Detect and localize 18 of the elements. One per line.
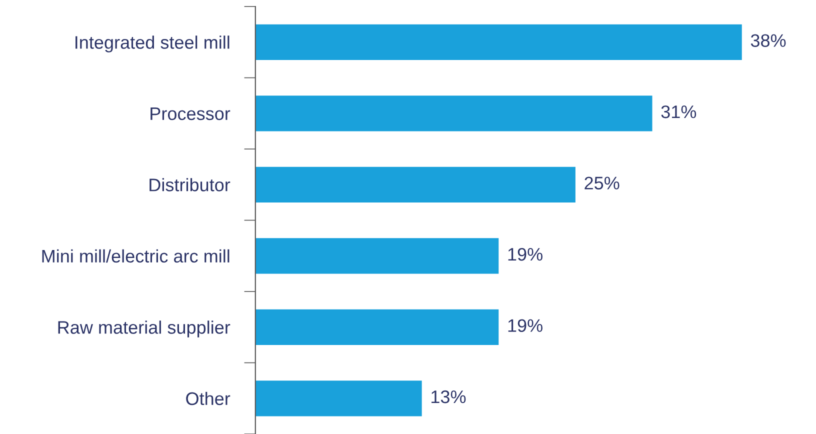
data-label: 19% — [508, 248, 542, 261]
y-tick-label: Processor — [150, 108, 230, 120]
data-label: 31% — [661, 105, 696, 118]
y-tick-label: Mini mill/electric arc mill — [42, 249, 230, 263]
bar — [255, 238, 499, 274]
bar — [255, 309, 499, 345]
y-tick-label: Raw material supplier — [58, 320, 230, 338]
bar — [255, 380, 422, 416]
y-tick-label: Other — [186, 392, 230, 406]
data-label: 19% — [508, 319, 542, 332]
bar — [255, 24, 742, 60]
bar — [255, 96, 652, 132]
data-label: 38% — [750, 34, 786, 47]
bar — [255, 166, 576, 202]
y-tick-label: Distributor — [150, 178, 230, 192]
data-label: 13% — [432, 390, 466, 404]
data-label: 25% — [584, 176, 620, 190]
y-tick-label: Integrated steel mill — [76, 36, 230, 52]
